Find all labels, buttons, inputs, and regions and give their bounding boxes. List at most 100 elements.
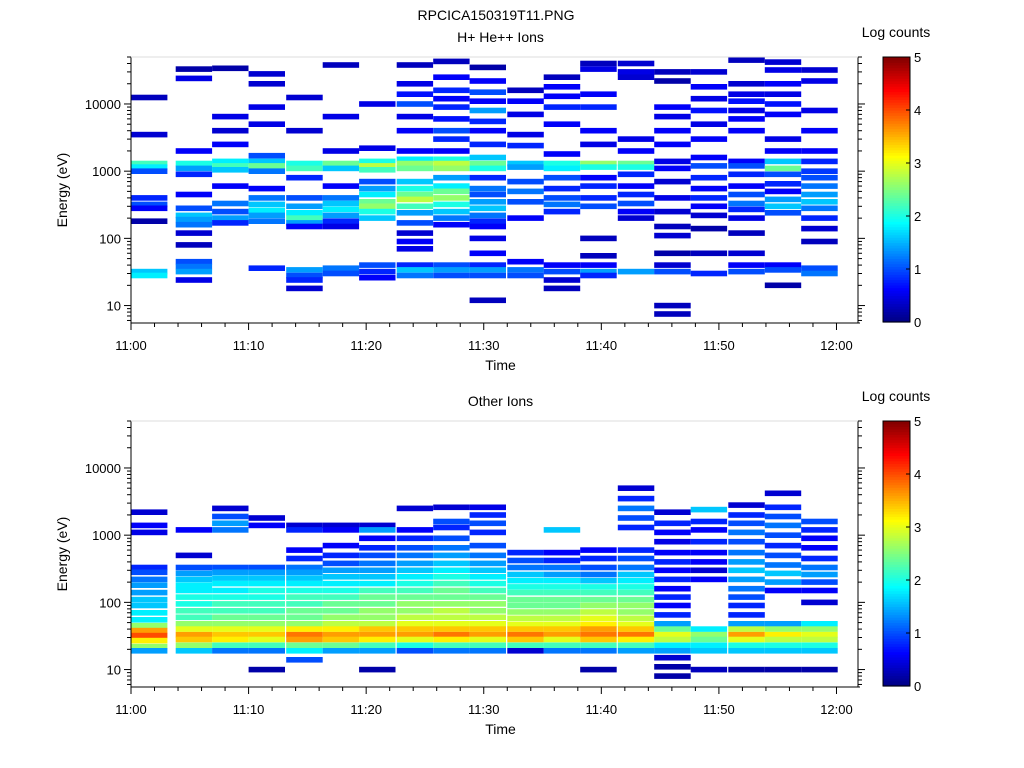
- heatmap-cell: [175, 631, 213, 638]
- heatmap-cell: [654, 113, 691, 120]
- colorbar-segment: [883, 505, 910, 510]
- heatmap-cell: [433, 148, 470, 154]
- heatmap-cell: [248, 522, 285, 529]
- colorbar-segment: [883, 550, 910, 555]
- heatmap-cell: [617, 596, 655, 603]
- heatmap-cell: [359, 594, 396, 600]
- heatmap-cell: [764, 282, 802, 289]
- heatmap-cell: [175, 626, 213, 632]
- colorbar-segment: [883, 447, 910, 451]
- heatmap-cell: [654, 642, 691, 649]
- heatmap-cell: [507, 178, 544, 185]
- heatmap-cell: [764, 626, 802, 632]
- colorbar-segment: [883, 189, 910, 193]
- heatmap-cell: [212, 520, 249, 527]
- heatmap-cell: [728, 127, 765, 134]
- colorbar-segment: [883, 654, 910, 658]
- x-tick-label: 11:10: [233, 338, 265, 353]
- colorbar-segment: [883, 192, 910, 196]
- colorbar-segment: [883, 611, 910, 616]
- heatmap-cell: [728, 250, 765, 257]
- colorbar-segment: [883, 237, 910, 241]
- colorbar-segment: [883, 487, 910, 491]
- heatmap-cell: [543, 636, 581, 643]
- heatmap-cell: [580, 104, 617, 110]
- heatmap-cell: [248, 201, 285, 208]
- heatmap-cell: [248, 265, 285, 271]
- heatmap-cell: [212, 626, 249, 632]
- heatmap-cell: [728, 107, 765, 114]
- heatmap-cell: [617, 60, 655, 67]
- heatmap-cell: [690, 626, 728, 632]
- heatmap-cell: [728, 268, 765, 275]
- heatmap-cell: [801, 205, 838, 212]
- heatmap-cell: [359, 262, 396, 268]
- colorbar-segment: [883, 471, 910, 475]
- heatmap-cell: [507, 564, 544, 571]
- colorbar-segment: [883, 662, 910, 666]
- heatmap-cell: [322, 206, 360, 213]
- colorbar-tick-label: 3: [914, 156, 921, 171]
- heatmap-cell: [212, 608, 249, 614]
- heatmap-cell: [728, 262, 765, 268]
- heatmap-cell: [580, 547, 617, 553]
- heatmap-cell: [801, 183, 838, 189]
- heatmap-cell: [175, 216, 213, 223]
- heatmap-cell: [359, 631, 396, 638]
- heatmap-cell: [690, 576, 728, 583]
- heatmap-cell: [212, 200, 249, 207]
- colorbar-segment: [883, 274, 910, 278]
- heatmap-cell: [212, 167, 249, 173]
- heatmap-cell: [543, 151, 581, 157]
- x-tick-label: 11:30: [468, 702, 500, 717]
- heatmap-cell: [396, 238, 434, 245]
- heatmap-cell: [543, 277, 581, 283]
- heatmap-cell: [654, 585, 691, 592]
- colorbar-segment: [883, 184, 910, 188]
- heatmap-cell: [617, 547, 655, 553]
- heatmap-cell: [654, 520, 691, 527]
- colorbar-segment: [883, 474, 910, 478]
- colorbar-segment: [883, 643, 910, 647]
- heatmap-cell: [175, 570, 213, 577]
- heatmap-cell: [801, 545, 838, 551]
- colorbar-segment: [883, 210, 910, 214]
- heatmap-cell: [543, 557, 581, 564]
- heatmap-cell: [469, 297, 506, 304]
- heatmap-cell: [654, 223, 691, 230]
- heatmap-cell: [212, 208, 249, 215]
- heatmap-cell: [131, 522, 168, 529]
- heatmap-cell: [286, 614, 323, 621]
- heatmap-cell: [580, 571, 617, 578]
- heatmap-cell: [690, 506, 728, 513]
- heatmap-cell: [212, 163, 249, 169]
- heatmap-cell: [507, 626, 544, 632]
- heatmap-cell: [396, 101, 434, 107]
- heatmap-cell: [396, 203, 434, 210]
- heatmap-cell: [728, 559, 765, 565]
- heatmap-cell: [175, 601, 213, 607]
- heatmap-cell: [728, 183, 765, 189]
- heatmap-cell: [359, 268, 396, 275]
- heatmap-cell: [801, 78, 838, 84]
- colorbar-segment: [883, 128, 910, 132]
- heatmap-cell: [433, 567, 470, 574]
- heatmap-cell: [690, 69, 728, 75]
- heatmap-cell: [322, 200, 360, 207]
- heatmap-cell: [286, 648, 323, 654]
- heatmap-cell: [764, 91, 802, 97]
- colorbar-segment: [883, 261, 910, 265]
- panel-title: Other Ions: [468, 393, 533, 409]
- heatmap-cell: [801, 518, 838, 525]
- colorbar-segment: [883, 678, 910, 682]
- colorbar-segment: [883, 625, 910, 629]
- colorbar-segment: [883, 149, 910, 153]
- colorbar-segment: [883, 595, 910, 600]
- heatmap-cell: [801, 107, 838, 114]
- colorbar-segment: [883, 303, 910, 307]
- colorbar-segment: [883, 292, 910, 297]
- heatmap-cell: [286, 277, 323, 283]
- heatmap-cell: [690, 174, 728, 181]
- heatmap-cell: [286, 601, 323, 607]
- heatmap-cell: [580, 235, 617, 242]
